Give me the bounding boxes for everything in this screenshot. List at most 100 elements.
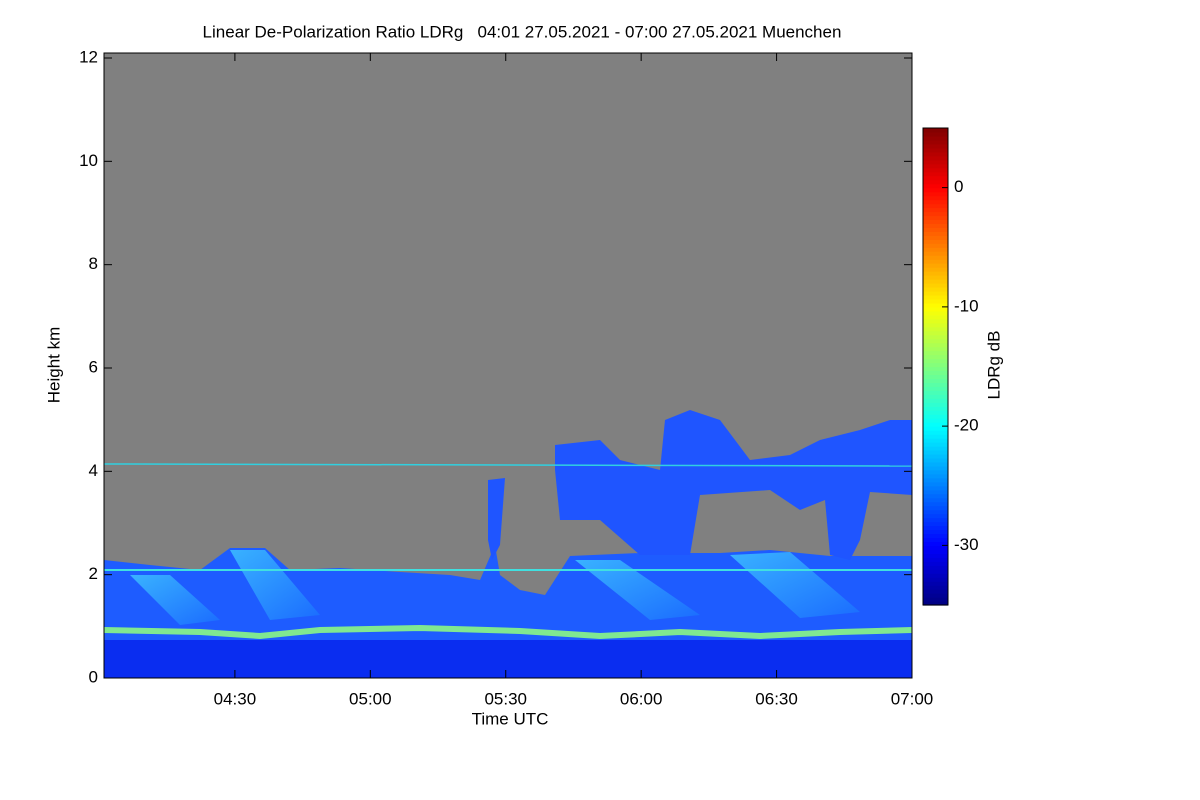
colorbar-swatch: [923, 326, 948, 332]
colorbar-swatch: [923, 493, 948, 499]
colorbar-swatch: [923, 279, 948, 284]
colorbar-swatch: [923, 505, 948, 511]
streaks: [575, 560, 700, 620]
colorbar-swatch: [923, 593, 948, 598]
colorbar-swatch: [923, 267, 948, 272]
colorbar-swatch: [923, 151, 948, 157]
colorbar-swatch: [923, 219, 948, 224]
colorbar-swatch: [923, 306, 948, 312]
colorbar-swatch: [923, 259, 948, 264]
colorbar-swatch: [923, 521, 948, 527]
ldr-field: [104, 53, 912, 678]
colorbar-swatch: [923, 501, 948, 507]
colorbar-swatch: [923, 509, 948, 515]
colorbar-swatch: [923, 394, 948, 399]
colorbar-swatch: [923, 314, 948, 320]
colorbar-swatch: [923, 318, 948, 324]
colorbar-swatch: [923, 366, 948, 372]
colorbar-swatch: [923, 589, 948, 594]
colorbar-swatch: [923, 215, 948, 221]
colorbar-swatch: [923, 239, 948, 244]
colorbar-swatch: [923, 378, 948, 383]
colorbar-swatch: [923, 374, 948, 380]
colorbar-swatch: [923, 251, 948, 256]
x-tick-label: 06:00: [620, 689, 663, 708]
colorbar-frame: [922, 127, 949, 606]
colorbar-label: LDRg dB: [984, 331, 1003, 400]
x-tick-label: 05:00: [349, 689, 392, 708]
colorbar-swatch: [923, 235, 948, 240]
x-tick-label: 07:00: [891, 689, 934, 708]
colorbar-swatch: [923, 231, 948, 236]
colorbar-swatch: [923, 287, 948, 292]
colorbar-swatch: [923, 199, 948, 205]
colorbar-swatch: [923, 179, 948, 185]
colorbar-swatch: [923, 362, 948, 368]
streaks: [730, 552, 860, 618]
colorbar-swatch: [923, 513, 948, 519]
colorbar-swatch: [923, 469, 948, 475]
colorbar-swatch: [923, 398, 948, 403]
colorbar-swatch: [923, 489, 948, 495]
colorbar-swatch: [923, 457, 948, 463]
colorbar-swatch: [923, 601, 948, 606]
x-tick-label: 04:30: [214, 689, 257, 708]
y-tick-label: 12: [79, 47, 98, 66]
colorbar-swatch: [923, 422, 948, 427]
colorbar-tick-label: -20: [954, 416, 979, 435]
colorbar-swatch: [923, 402, 948, 407]
colorbar-swatch: [923, 342, 948, 348]
colorbar-swatch: [923, 143, 948, 149]
cloud: [555, 410, 912, 560]
colorbar-swatch: [923, 271, 948, 276]
colorbar-swatch: [923, 223, 948, 228]
colorbar-swatch: [923, 581, 948, 586]
colorbar-swatch: [923, 382, 948, 387]
colorbar-swatch: [923, 442, 948, 447]
colorbar-swatch: [923, 191, 948, 197]
colorbar-swatch: [923, 537, 948, 542]
colorbar-swatch: [923, 298, 948, 304]
colorbar-swatch: [923, 461, 948, 467]
x-tick-label: 05:30: [484, 689, 527, 708]
colorbar-swatch: [923, 525, 948, 531]
colorbar-swatch: [923, 473, 948, 479]
colorbar-swatch: [923, 577, 948, 582]
colorbar-swatch: [923, 406, 948, 411]
colorbar-swatch: [923, 183, 948, 189]
colorbar-swatch: [923, 497, 948, 503]
colorbar-swatch: [923, 350, 948, 356]
colorbar-swatch: [923, 203, 948, 209]
colorbar-swatch: [923, 211, 948, 217]
x-tick-label: 06:30: [755, 689, 798, 708]
colorbar-swatch: [923, 167, 948, 173]
colorbar-swatch: [923, 529, 948, 535]
colorbar-swatch: [923, 453, 948, 459]
colorbar-swatch: [923, 561, 948, 566]
y-tick-label: 2: [89, 564, 98, 583]
colorbar-swatch: [923, 553, 948, 558]
colorbar-swatch: [923, 135, 948, 141]
colorbar-swatch: [923, 545, 948, 550]
colorbar-swatch: [923, 485, 948, 491]
colorbar-swatch: [923, 334, 948, 340]
colorbar-swatch: [923, 517, 948, 523]
colorbar-swatch: [923, 418, 948, 423]
colorbar-swatch: [923, 346, 948, 352]
aerosol-layer: [104, 624, 912, 640]
colorbar-swatch: [923, 585, 948, 590]
colorbar-swatch: [923, 481, 948, 487]
colorbar-swatch: [923, 302, 948, 308]
colorbar-swatch: [923, 549, 948, 554]
plot-frame: [103, 52, 913, 679]
colorbar-tick-label: -30: [954, 535, 979, 554]
chart-title: Linear De-Polarization Ratio LDRg 04:01 …: [203, 22, 842, 41]
colorbar-swatch: [923, 171, 948, 177]
colorbar-swatch: [923, 283, 948, 288]
colorbar-swatch: [923, 330, 948, 336]
streaks: [130, 575, 220, 625]
colorbar-swatch: [923, 449, 948, 455]
colorbar-swatch: [923, 477, 948, 483]
